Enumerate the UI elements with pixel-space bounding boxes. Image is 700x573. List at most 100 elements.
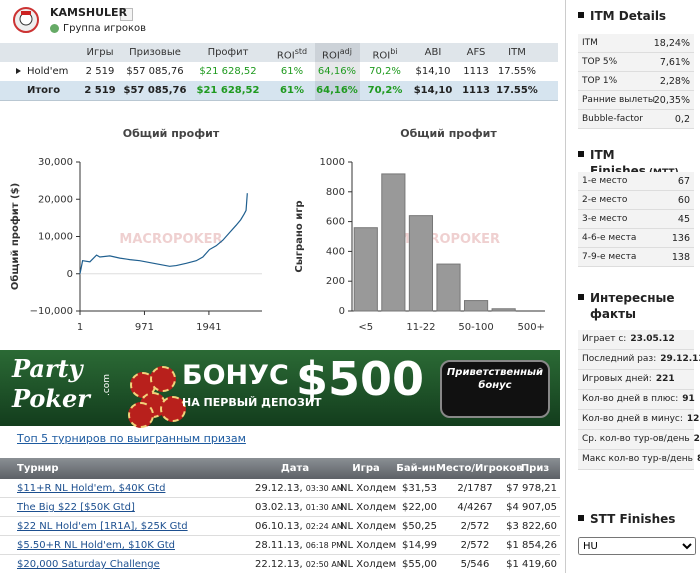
x-tick-label: 1: [77, 322, 83, 333]
watermark: MACROPOKER: [119, 232, 222, 247]
tournament-prize: $3 822,60: [506, 521, 557, 532]
date: 28.11.13,: [255, 540, 303, 551]
x-tick-label: 500+: [517, 322, 544, 333]
fact-label: Ср. кол-во тур-ов/день: [582, 434, 690, 444]
summary-cell: 17.55%: [496, 85, 538, 96]
stat-label: 3-е место: [582, 214, 628, 224]
stat-label: 4-6-е места: [582, 233, 637, 243]
bar: [408, 215, 434, 312]
tournament-name[interactable]: $20,000 Saturday Challenge: [17, 559, 160, 570]
stat-row: [578, 229, 694, 248]
summary-header-text: Призовые: [129, 47, 181, 58]
stat-label: ITM: [582, 38, 598, 48]
summary-cell: 1113: [462, 85, 490, 96]
summary-header-bg: [0, 43, 558, 62]
stat-label: TOP 5%: [582, 57, 618, 67]
summary-header: ITM: [487, 47, 547, 58]
stat-row: [578, 191, 694, 210]
tournament-name[interactable]: The Big $22 [$50K Gtd]: [17, 502, 135, 513]
summary-cell: $21 628,52: [196, 85, 260, 96]
stat-value: 45: [677, 214, 690, 225]
fact: Ср. кол-во тур-ов/день21: [578, 430, 700, 450]
date: 29.12.13,: [255, 483, 303, 494]
summary-cell: $14,10: [413, 85, 453, 96]
bar: [463, 300, 489, 312]
fact: Кол-во дней в минус:129: [578, 410, 700, 430]
stat-value: 2,28%: [659, 76, 690, 87]
chart-title: Общий профит: [400, 127, 497, 140]
section-bullet: [578, 515, 584, 521]
stat-row: [578, 248, 694, 267]
stt-select[interactable]: HU: [578, 537, 696, 555]
summary-cell: $21 628,52: [199, 66, 257, 77]
stat-label: Ранние вылеты: [582, 95, 656, 105]
tournament-game: NL Холдем: [340, 483, 397, 494]
stat-row: [578, 210, 694, 229]
y-tick-label: 400: [326, 246, 345, 257]
brand: Poker: [12, 384, 90, 413]
summary-cell: 17.55%: [497, 66, 537, 77]
summary-header: ROIbi: [355, 47, 415, 61]
summary-header-text: AFS: [466, 47, 486, 58]
y-tick-label: 600: [326, 217, 345, 228]
y-tick-label: 800: [326, 187, 345, 198]
stat-row: [578, 72, 694, 91]
y-tick-label: 10,000: [38, 232, 73, 243]
banner-subline: НА ПЕРВЫЙ ДЕПОЗИТ: [182, 396, 322, 409]
tournament-name[interactable]: $5.50+R NL Hold'em, $10K Gtd: [17, 540, 175, 551]
summary-cell: $57 085,76: [126, 66, 184, 77]
date: 22.12.13,: [255, 559, 303, 570]
tournament-name[interactable]: $11+R NL Hold'em, $40K Gtd: [17, 483, 166, 494]
date: 06.10.13,: [255, 521, 303, 532]
stat-row: [578, 110, 694, 129]
tournament-date: 29.12.13, 03:30 AM: [255, 483, 344, 494]
divider: [565, 0, 566, 573]
tournaments-header-bg: [0, 458, 560, 479]
fact-value: 29.12.13: [660, 354, 700, 364]
stat-row: [578, 172, 694, 191]
summary-cell: 64,16%: [316, 85, 358, 96]
tournaments-header: Место/Игроков: [436, 463, 523, 474]
stat-label: 2-е место: [582, 195, 628, 205]
fact: Игровых дней: 221: [578, 370, 694, 390]
fact: Кол-во дней в плюс: 91: [578, 390, 695, 410]
y-tick-label: 0: [339, 306, 345, 317]
stat-value: 60: [677, 195, 690, 206]
row-arrow: [16, 68, 21, 74]
stat-label: 7-9-е места: [582, 252, 637, 262]
brand: Party: [12, 354, 83, 383]
stat-label: Bubble-factor: [582, 114, 643, 124]
bar: [381, 173, 406, 312]
fact-value: 88: [697, 454, 700, 464]
tournament-prize: $1 854,26: [506, 540, 557, 551]
row-line: [0, 497, 560, 498]
chip: [160, 396, 186, 422]
summary-header-text: ROI: [322, 50, 340, 62]
time: 01:30 AM: [305, 503, 344, 512]
fact-value: 129: [686, 414, 700, 424]
tournament-buyin: $22,00: [402, 502, 437, 513]
summary-header: Игры: [70, 47, 130, 58]
y-tick-label: 30,000: [38, 157, 73, 168]
y-tick-label: 20,000: [38, 194, 73, 205]
fact-label: Макс кол-во тур-в/день: [582, 454, 693, 464]
fact-value: 221: [655, 374, 675, 384]
fact: Последний раз:29.12.13: [578, 350, 700, 370]
tournament-place: 4/4267: [457, 502, 493, 513]
banner-headline: БОНУС: [182, 360, 289, 391]
row-line: [0, 516, 560, 517]
summary-header-text: ITM: [508, 47, 526, 58]
stat-value: 18,24%: [653, 38, 690, 49]
tournament-buyin: $55,00: [402, 559, 437, 570]
summary-cell: 2 519: [84, 85, 116, 96]
group-icon: [50, 24, 59, 33]
stat-row: [578, 53, 694, 72]
fact-label: Играет с:: [582, 334, 627, 344]
tournament-name[interactable]: $22 NL Hold'em [1R1A], $25K Gtd: [17, 521, 188, 532]
time: 02:24 AM: [305, 522, 344, 531]
summary-header-text: Профит: [207, 47, 249, 58]
y-axis-label: Общий профит ($): [9, 183, 21, 290]
tournament-place: 2/1787: [457, 483, 493, 494]
